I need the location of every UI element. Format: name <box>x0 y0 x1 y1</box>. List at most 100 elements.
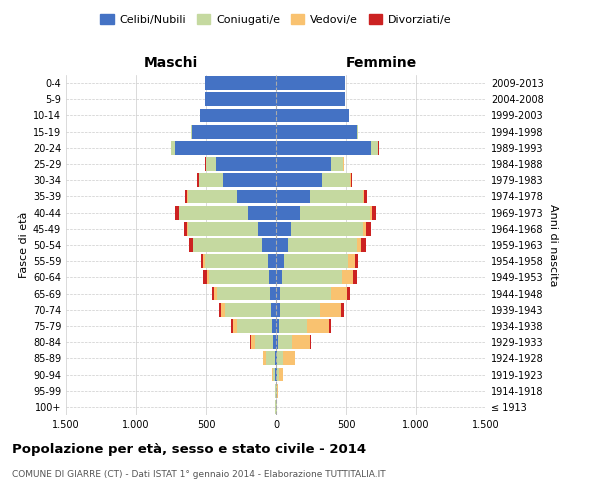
Bar <box>277 352 283 365</box>
Bar <box>275 352 276 365</box>
Bar <box>307 319 329 333</box>
Bar <box>218 303 221 316</box>
Bar <box>276 352 277 365</box>
Bar <box>276 319 279 333</box>
Bar <box>276 206 300 220</box>
Bar <box>272 319 276 333</box>
Bar <box>356 238 361 252</box>
Bar <box>205 92 276 106</box>
Bar <box>175 206 179 220</box>
Bar <box>206 270 209 284</box>
Bar <box>276 303 280 316</box>
Bar <box>331 286 347 300</box>
Bar <box>216 157 276 171</box>
Bar <box>206 157 216 171</box>
Bar <box>203 270 206 284</box>
Bar <box>231 319 233 333</box>
Bar <box>272 368 275 382</box>
Bar <box>372 206 376 220</box>
Text: Popolazione per età, sesso e stato civile - 2014: Popolazione per età, sesso e stato civil… <box>12 442 366 456</box>
Bar <box>185 190 187 203</box>
Bar <box>353 270 357 284</box>
Bar <box>351 174 352 187</box>
Bar <box>271 303 276 316</box>
Bar <box>263 352 266 365</box>
Bar <box>214 286 217 300</box>
Bar <box>171 141 175 154</box>
Bar <box>217 286 271 300</box>
Bar <box>292 336 310 349</box>
Bar <box>189 238 193 252</box>
Bar <box>179 206 248 220</box>
Bar <box>233 319 237 333</box>
Bar <box>341 303 344 316</box>
Bar <box>277 368 279 382</box>
Bar <box>276 286 280 300</box>
Bar <box>273 336 276 349</box>
Bar <box>251 336 255 349</box>
Bar <box>188 222 258 235</box>
Bar <box>266 352 275 365</box>
Bar <box>258 222 276 235</box>
Bar <box>276 368 277 382</box>
Bar <box>276 190 310 203</box>
Bar <box>221 303 225 316</box>
Bar <box>248 206 276 220</box>
Bar <box>212 286 214 300</box>
Bar <box>280 303 320 316</box>
Bar <box>201 254 203 268</box>
Bar <box>357 125 358 138</box>
Bar <box>278 336 292 349</box>
Bar <box>192 125 276 138</box>
Bar <box>205 157 206 171</box>
Bar <box>255 336 273 349</box>
Bar <box>329 319 331 333</box>
Bar <box>276 222 292 235</box>
Bar <box>237 190 276 203</box>
Bar <box>275 368 276 382</box>
Bar <box>292 222 363 235</box>
Bar <box>275 384 276 398</box>
Bar <box>199 174 223 187</box>
Bar <box>365 222 371 235</box>
Bar <box>280 286 331 300</box>
Legend: Celibi/Nubili, Coniugati/e, Vedovi/e, Divorziati/e: Celibi/Nubili, Coniugati/e, Vedovi/e, Di… <box>97 10 455 28</box>
Bar <box>279 368 283 382</box>
Bar <box>188 190 237 203</box>
Bar <box>269 270 276 284</box>
Bar <box>200 108 276 122</box>
Bar <box>191 125 192 138</box>
Bar <box>209 270 269 284</box>
Bar <box>197 174 199 187</box>
Bar <box>276 141 371 154</box>
Bar <box>250 336 251 349</box>
Bar <box>364 190 367 203</box>
Bar <box>320 303 341 316</box>
Bar <box>276 384 277 398</box>
Bar <box>276 336 278 349</box>
Bar <box>223 174 276 187</box>
Bar <box>276 76 344 90</box>
Bar <box>331 157 343 171</box>
Text: Maschi: Maschi <box>144 56 198 70</box>
Bar <box>276 125 357 138</box>
Text: COMUNE DI GIARRE (CT) - Dati ISTAT 1° gennaio 2014 - Elaborazione TUTTITALIA.IT: COMUNE DI GIARRE (CT) - Dati ISTAT 1° ge… <box>12 470 386 479</box>
Y-axis label: Anni di nascita: Anni di nascita <box>548 204 558 286</box>
Bar <box>363 190 364 203</box>
Bar <box>276 157 331 171</box>
Bar <box>205 76 276 90</box>
Bar <box>193 238 262 252</box>
Bar <box>187 222 188 235</box>
Bar <box>276 254 284 268</box>
Text: Femmine: Femmine <box>346 56 416 70</box>
Bar <box>225 303 271 316</box>
Bar <box>371 141 378 154</box>
Bar <box>355 254 358 268</box>
Bar <box>370 206 372 220</box>
Bar <box>262 238 276 252</box>
Bar <box>203 254 205 268</box>
Bar <box>276 238 288 252</box>
Bar <box>300 206 370 220</box>
Bar <box>281 270 342 284</box>
Bar <box>322 174 350 187</box>
